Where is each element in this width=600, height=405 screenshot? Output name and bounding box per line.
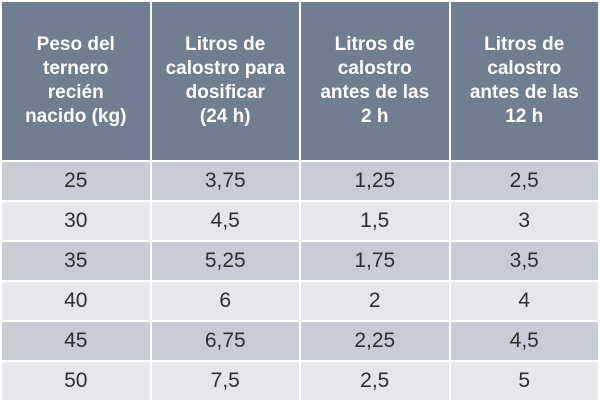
table-cell: 30 <box>0 200 152 242</box>
table-row: 30 4,5 1,5 3 <box>0 200 600 242</box>
table-cell: 45 <box>0 320 152 362</box>
header-cell: Litros de calostro antes de las 12 h <box>448 0 600 162</box>
header-line: 2 h <box>361 106 389 127</box>
header-cell: Litros de calostro antes de las 2 h <box>299 0 451 162</box>
table-header: Peso del ternero recién nacido (kg) Litros d… <box>0 0 600 162</box>
header-line: Litros de <box>484 34 565 55</box>
table-cell: 3,75 <box>149 160 301 202</box>
table-cell: 2,5 <box>299 360 451 402</box>
table-cell: 7,5 <box>149 360 301 402</box>
header-cell: Litros de calostro para dosificar (24 h) <box>149 0 301 162</box>
header-line: Litros de <box>185 34 266 55</box>
table-cell: 2,25 <box>299 320 451 362</box>
table-cell: 1,75 <box>299 240 451 282</box>
header-cell: Peso del ternero recién nacido (kg) <box>0 0 152 162</box>
header-line: (24 h) <box>199 106 251 127</box>
table-cell: 4 <box>448 280 600 322</box>
header-line: nacido (kg) <box>25 106 127 127</box>
table-cell: 25 <box>0 160 152 202</box>
table-cell: 3 <box>448 200 600 242</box>
table-cell: 4,5 <box>448 320 600 362</box>
header-line: 12 h <box>505 106 544 127</box>
table-cell: 5,25 <box>149 240 301 282</box>
table-cell: 40 <box>0 280 152 322</box>
header-line: calostro <box>337 58 412 79</box>
table-cell: 4,5 <box>149 200 301 242</box>
table-cell: 2 <box>299 280 451 322</box>
header-line: dosificar <box>185 82 265 103</box>
header-line: ternero <box>43 58 109 79</box>
table-cell: 2,5 <box>448 160 600 202</box>
table-row: 40 6 2 4 <box>0 280 600 322</box>
table-cell: 50 <box>0 360 152 402</box>
header-line: antes de las <box>320 82 430 103</box>
table-cell: 1,25 <box>299 160 451 202</box>
header-line: antes de las <box>469 82 579 103</box>
table-row: 25 3,75 1,25 2,5 <box>0 160 600 202</box>
header-line: Litros de <box>334 34 415 55</box>
header-line: calostro <box>487 58 562 79</box>
table-cell: 6 <box>149 280 301 322</box>
table-cell: 5 <box>448 360 600 402</box>
table-cell: 35 <box>0 240 152 282</box>
table-body: 25 3,75 1,25 2,5 30 4,5 1,5 3 35 5,25 1,75 3,5 40 6 2 4… <box>0 160 600 402</box>
table-row: 50 7,5 2,5 5 <box>0 360 600 402</box>
header-line: Peso del <box>36 34 115 55</box>
header-row: Peso del ternero recién nacido (kg) Litros d… <box>0 0 600 162</box>
header-line: recién <box>47 82 104 103</box>
header-line: calostro para <box>165 58 285 79</box>
table-row: 35 5,25 1,75 3,5 <box>0 240 600 282</box>
table-cell: 3,5 <box>448 240 600 282</box>
table-row: 45 6,75 2,25 4,5 <box>0 320 600 362</box>
table-cell: 6,75 <box>149 320 301 362</box>
table-cell: 1,5 <box>299 200 451 242</box>
